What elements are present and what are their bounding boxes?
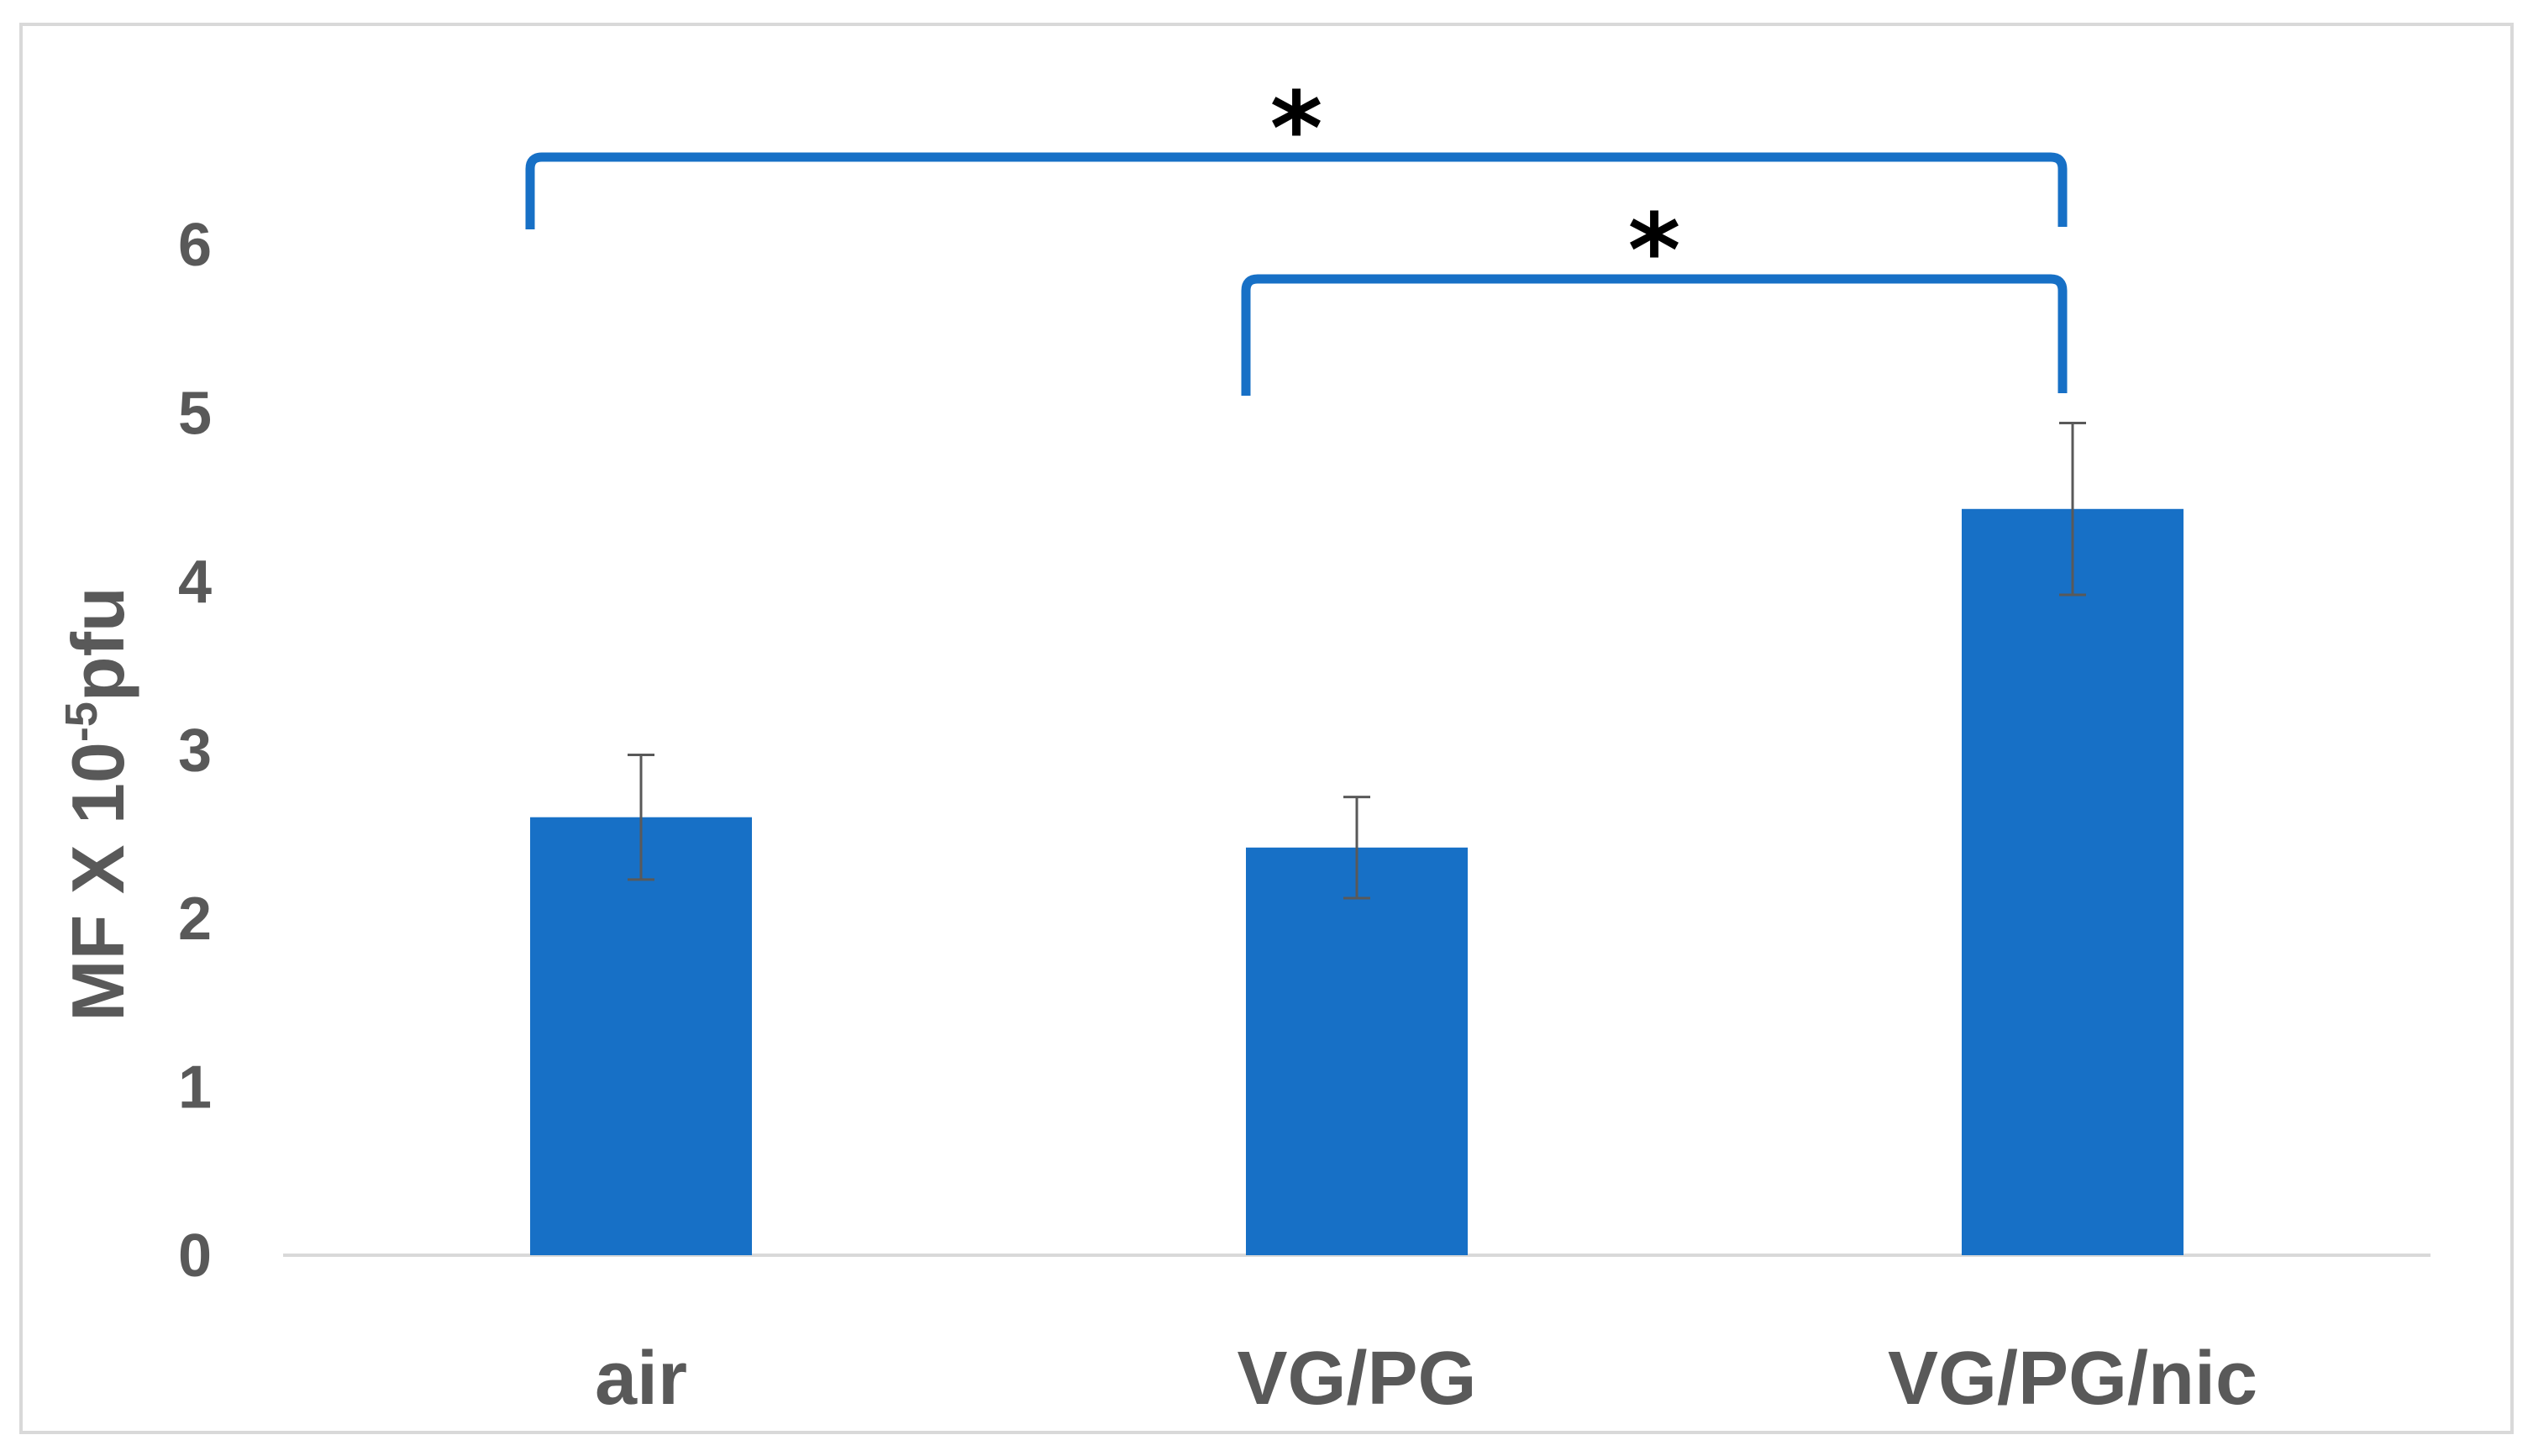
y-axis-title-prefix: MF X 10 <box>56 742 139 1022</box>
error-bars <box>628 422 2086 900</box>
y-tick-label: 5 <box>178 381 212 448</box>
y-tick-label: 4 <box>178 549 212 616</box>
x-axis-categories: air VG/PG VG/PG/nic <box>595 1337 2257 1421</box>
y-axis-title-superscript: -5 <box>56 702 107 742</box>
bar-3 <box>1962 508 2184 1255</box>
y-tick-label: 0 <box>178 1222 212 1290</box>
y-tick-label: 3 <box>178 717 212 785</box>
y-axis-ticks: 0 1 2 3 4 5 6 <box>178 212 212 1290</box>
y-axis-title: MF X 10-5pfu <box>56 586 139 1021</box>
x-category-label: air <box>595 1337 687 1421</box>
y-tick-label: 2 <box>178 886 212 953</box>
bar-2 <box>1246 847 1468 1255</box>
y-tick-label: 1 <box>178 1054 212 1122</box>
bars <box>530 508 2184 1255</box>
y-axis-title-suffix: pfu <box>56 586 139 702</box>
significance-brackets: ** <box>525 71 2068 396</box>
significance-bracket <box>525 152 2068 229</box>
bar-1 <box>530 817 752 1255</box>
significance-star: * <box>1628 193 1681 310</box>
significance-star: * <box>1270 71 1323 188</box>
y-tick-label: 6 <box>178 212 212 279</box>
significance-bracket <box>1241 274 2068 396</box>
x-category-label: VG/PG/nic <box>1888 1337 2257 1421</box>
x-category-label: VG/PG <box>1237 1337 1476 1421</box>
